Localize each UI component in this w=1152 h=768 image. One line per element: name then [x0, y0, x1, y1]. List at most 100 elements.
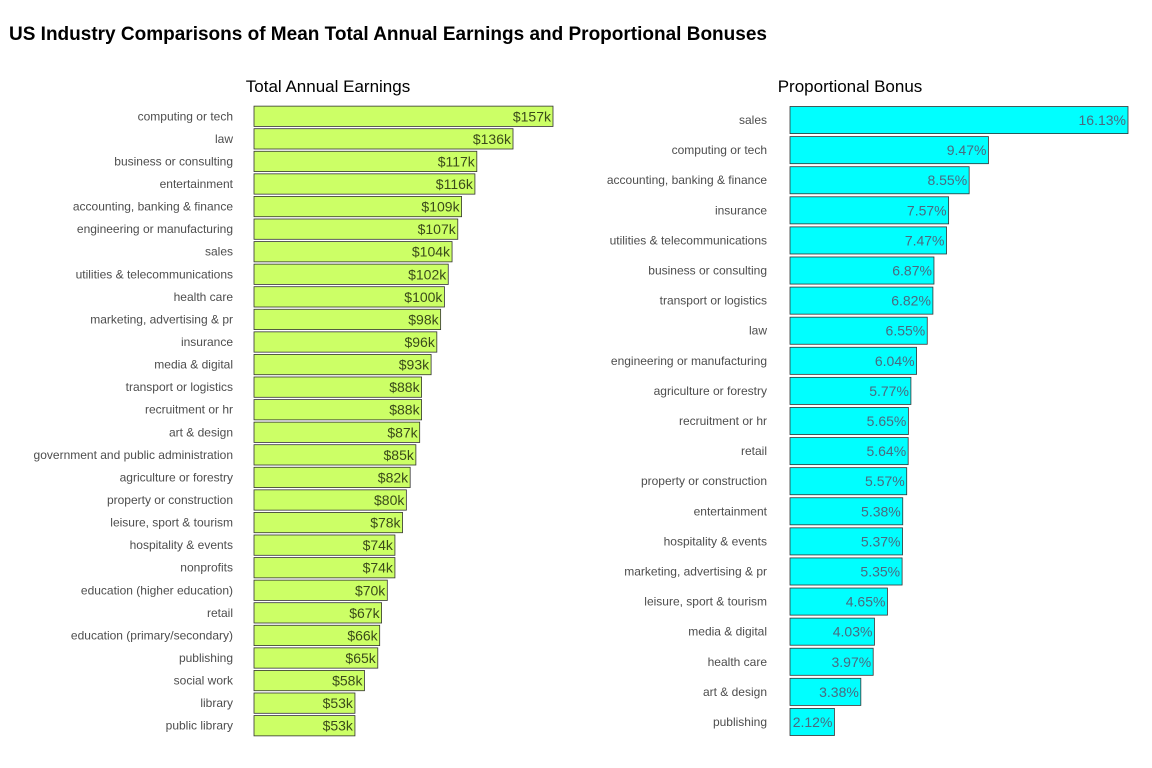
bonus-category-label: health care: [708, 655, 768, 669]
earnings-value-label: $58k: [332, 673, 363, 689]
earnings-value-label: $98k: [408, 311, 439, 327]
earnings-value-label: $65k: [345, 650, 376, 666]
earnings-category-label: computing or tech: [138, 109, 233, 123]
earnings-bar: [253, 670, 365, 692]
earnings-value-label: $53k: [323, 718, 354, 734]
earnings-category-label: media & digital: [154, 358, 233, 372]
bonus-category-label: leisure, sport & tourism: [644, 595, 767, 609]
earnings-bar: [253, 534, 396, 556]
earnings-category-label: recruitment or hr: [145, 403, 233, 417]
earnings-value-label: $157k: [513, 108, 552, 124]
earnings-category-label: library: [200, 696, 233, 710]
earnings-value-label: $85k: [384, 447, 415, 463]
earnings-value-label: $67k: [349, 605, 380, 621]
earnings-value-label: $82k: [378, 469, 409, 485]
earnings-bar: [253, 399, 422, 421]
earnings-bar: [253, 602, 382, 624]
bonus-category-label: utilities & telecommunications: [610, 233, 767, 247]
earnings-value-label: $78k: [370, 515, 401, 531]
bonus-value-label: 3.97%: [831, 654, 871, 670]
earnings-category-label: property or construction: [107, 493, 233, 507]
earnings-value-label: $74k: [363, 560, 394, 576]
bonus-value-label: 6.82%: [891, 293, 931, 309]
bonus-bar: [789, 166, 970, 195]
bonus-category-label: accounting, banking & finance: [607, 173, 767, 187]
bonus-value-label: 5.37%: [861, 533, 901, 549]
earnings-value-label: $117k: [438, 153, 476, 169]
earnings-value-label: $53k: [323, 695, 354, 711]
earnings-bar: [253, 150, 478, 172]
earnings-value-label: $93k: [399, 357, 430, 373]
bonus-category-label: computing or tech: [672, 143, 767, 157]
bonus-bar: [789, 557, 903, 586]
earnings-bar: [253, 286, 445, 308]
bonus-bar: [789, 286, 934, 315]
earnings-bar: [253, 241, 453, 263]
earnings-category-label: law: [215, 132, 233, 146]
bonus-category-label: hospitality & events: [664, 534, 767, 548]
earnings-category-label: agriculture or forestry: [120, 470, 233, 484]
earnings-category-label: education (primary/secondary): [71, 628, 233, 642]
bonus-bar: [789, 136, 989, 165]
bonus-value-label: 7.57%: [907, 202, 947, 218]
bonus-category-label: transport or logistics: [660, 294, 767, 308]
earnings-category-label: retail: [207, 606, 233, 620]
earnings-value-label: $104k: [412, 244, 451, 260]
earnings-bar: [253, 105, 554, 127]
earnings-category-label: entertainment: [160, 177, 234, 191]
bonus-value-label: 5.38%: [861, 503, 901, 519]
bonus-value-label: 5.35%: [860, 563, 900, 579]
bonus-value-label: 6.87%: [892, 263, 932, 279]
bonus-bar: [789, 407, 909, 435]
earnings-category-label: art & design: [169, 425, 233, 439]
earnings-bar: [253, 196, 462, 218]
bonus-value-label: 9.47%: [947, 142, 987, 158]
bonus-value-label: 5.65%: [867, 413, 907, 429]
bonus-bar: [789, 106, 1129, 134]
bonus-category-label: marketing, advertising & pr: [624, 564, 767, 578]
bonus-bar: [789, 196, 950, 225]
earnings-bar: [253, 444, 417, 466]
earnings-bar: [253, 512, 403, 534]
earnings-category-label: nonprofits: [180, 561, 233, 575]
earnings-value-label: $66k: [347, 627, 378, 643]
bonus-bar: [789, 617, 875, 646]
earnings-bar: [253, 466, 411, 488]
bonus-category-label: art & design: [703, 685, 767, 699]
bonus-value-label: 2.12%: [793, 714, 833, 730]
earnings-bar: [253, 579, 388, 601]
earnings-value-label: $96k: [404, 334, 435, 350]
bonus-bar: [789, 677, 862, 706]
earnings-bar: [253, 692, 356, 714]
chart-main-title: US Industry Comparisons of Mean Total An…: [9, 24, 767, 45]
bonus-value-label: 5.57%: [865, 473, 905, 489]
bonus-bar: [789, 708, 835, 736]
earnings-value-label: $88k: [389, 402, 420, 418]
bonus-category-label: property or construction: [641, 474, 767, 488]
bonus-category-label: publishing: [713, 715, 767, 729]
earnings-value-label: $107k: [418, 221, 457, 237]
bonus-value-label: 4.65%: [846, 594, 886, 610]
earnings-category-label: health care: [174, 290, 234, 304]
earnings-category-label: publishing: [179, 651, 233, 665]
earnings-bar: [253, 128, 514, 150]
bonus-bar: [789, 226, 947, 255]
bonus-value-label: 5.64%: [866, 443, 906, 459]
earnings-value-label: $109k: [421, 199, 460, 215]
bonus-category-label: recruitment or hr: [679, 414, 767, 428]
bonus-category-label: entertainment: [694, 504, 768, 518]
earnings-category-label: marketing, advertising & pr: [90, 312, 233, 326]
bonus-bar: [789, 346, 917, 375]
bonus-bar: [789, 587, 888, 616]
earnings-bar: [253, 218, 459, 240]
bonus-value-label: 8.55%: [927, 172, 967, 188]
earnings-value-label: $87k: [387, 424, 418, 440]
earnings-bar: [253, 421, 421, 443]
earnings-bar: [253, 263, 449, 285]
bonus-value-label: 6.04%: [875, 353, 915, 369]
earnings-category-label: engineering or manufacturing: [77, 222, 233, 236]
bonus-value-label: 7.47%: [905, 232, 945, 248]
earnings-category-label: insurance: [181, 335, 233, 349]
bonus-bar: [789, 467, 908, 496]
